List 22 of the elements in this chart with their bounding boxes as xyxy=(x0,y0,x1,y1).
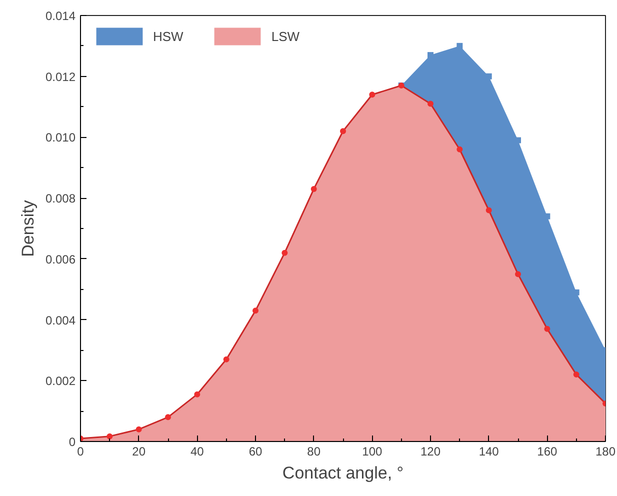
y-tick-label: 0.006 xyxy=(45,252,76,266)
x-tick-label: 40 xyxy=(190,444,204,458)
x-tick-label: 140 xyxy=(478,444,500,458)
y-tick-label: 0.008 xyxy=(45,192,76,206)
y-tick-label: 0.004 xyxy=(45,313,76,328)
x-tick-label: 120 xyxy=(420,444,441,458)
x-tick-label: 60 xyxy=(248,444,262,458)
y-tick-label: 0 xyxy=(68,435,76,449)
x-tick-label: 100 xyxy=(362,444,383,458)
x-tick-label: 0 xyxy=(77,444,84,458)
x-tick-label: 20 xyxy=(132,444,146,458)
y-tick-label: 0.010 xyxy=(45,130,76,145)
x-axis-title: Contact angle, ° xyxy=(282,464,404,482)
legend-label: LSW xyxy=(271,28,300,44)
x-tick-label: 80 xyxy=(307,444,321,458)
y-axis-title: Density xyxy=(18,200,38,257)
y-tick-label: 0.014 xyxy=(45,9,76,23)
x-tick-label: 180 xyxy=(595,444,616,458)
legend-label: HSW xyxy=(153,28,184,44)
x-tick-label: 160 xyxy=(537,444,558,458)
y-tick-label: 0.012 xyxy=(45,70,76,84)
y-tick-label: 0.002 xyxy=(45,374,76,388)
